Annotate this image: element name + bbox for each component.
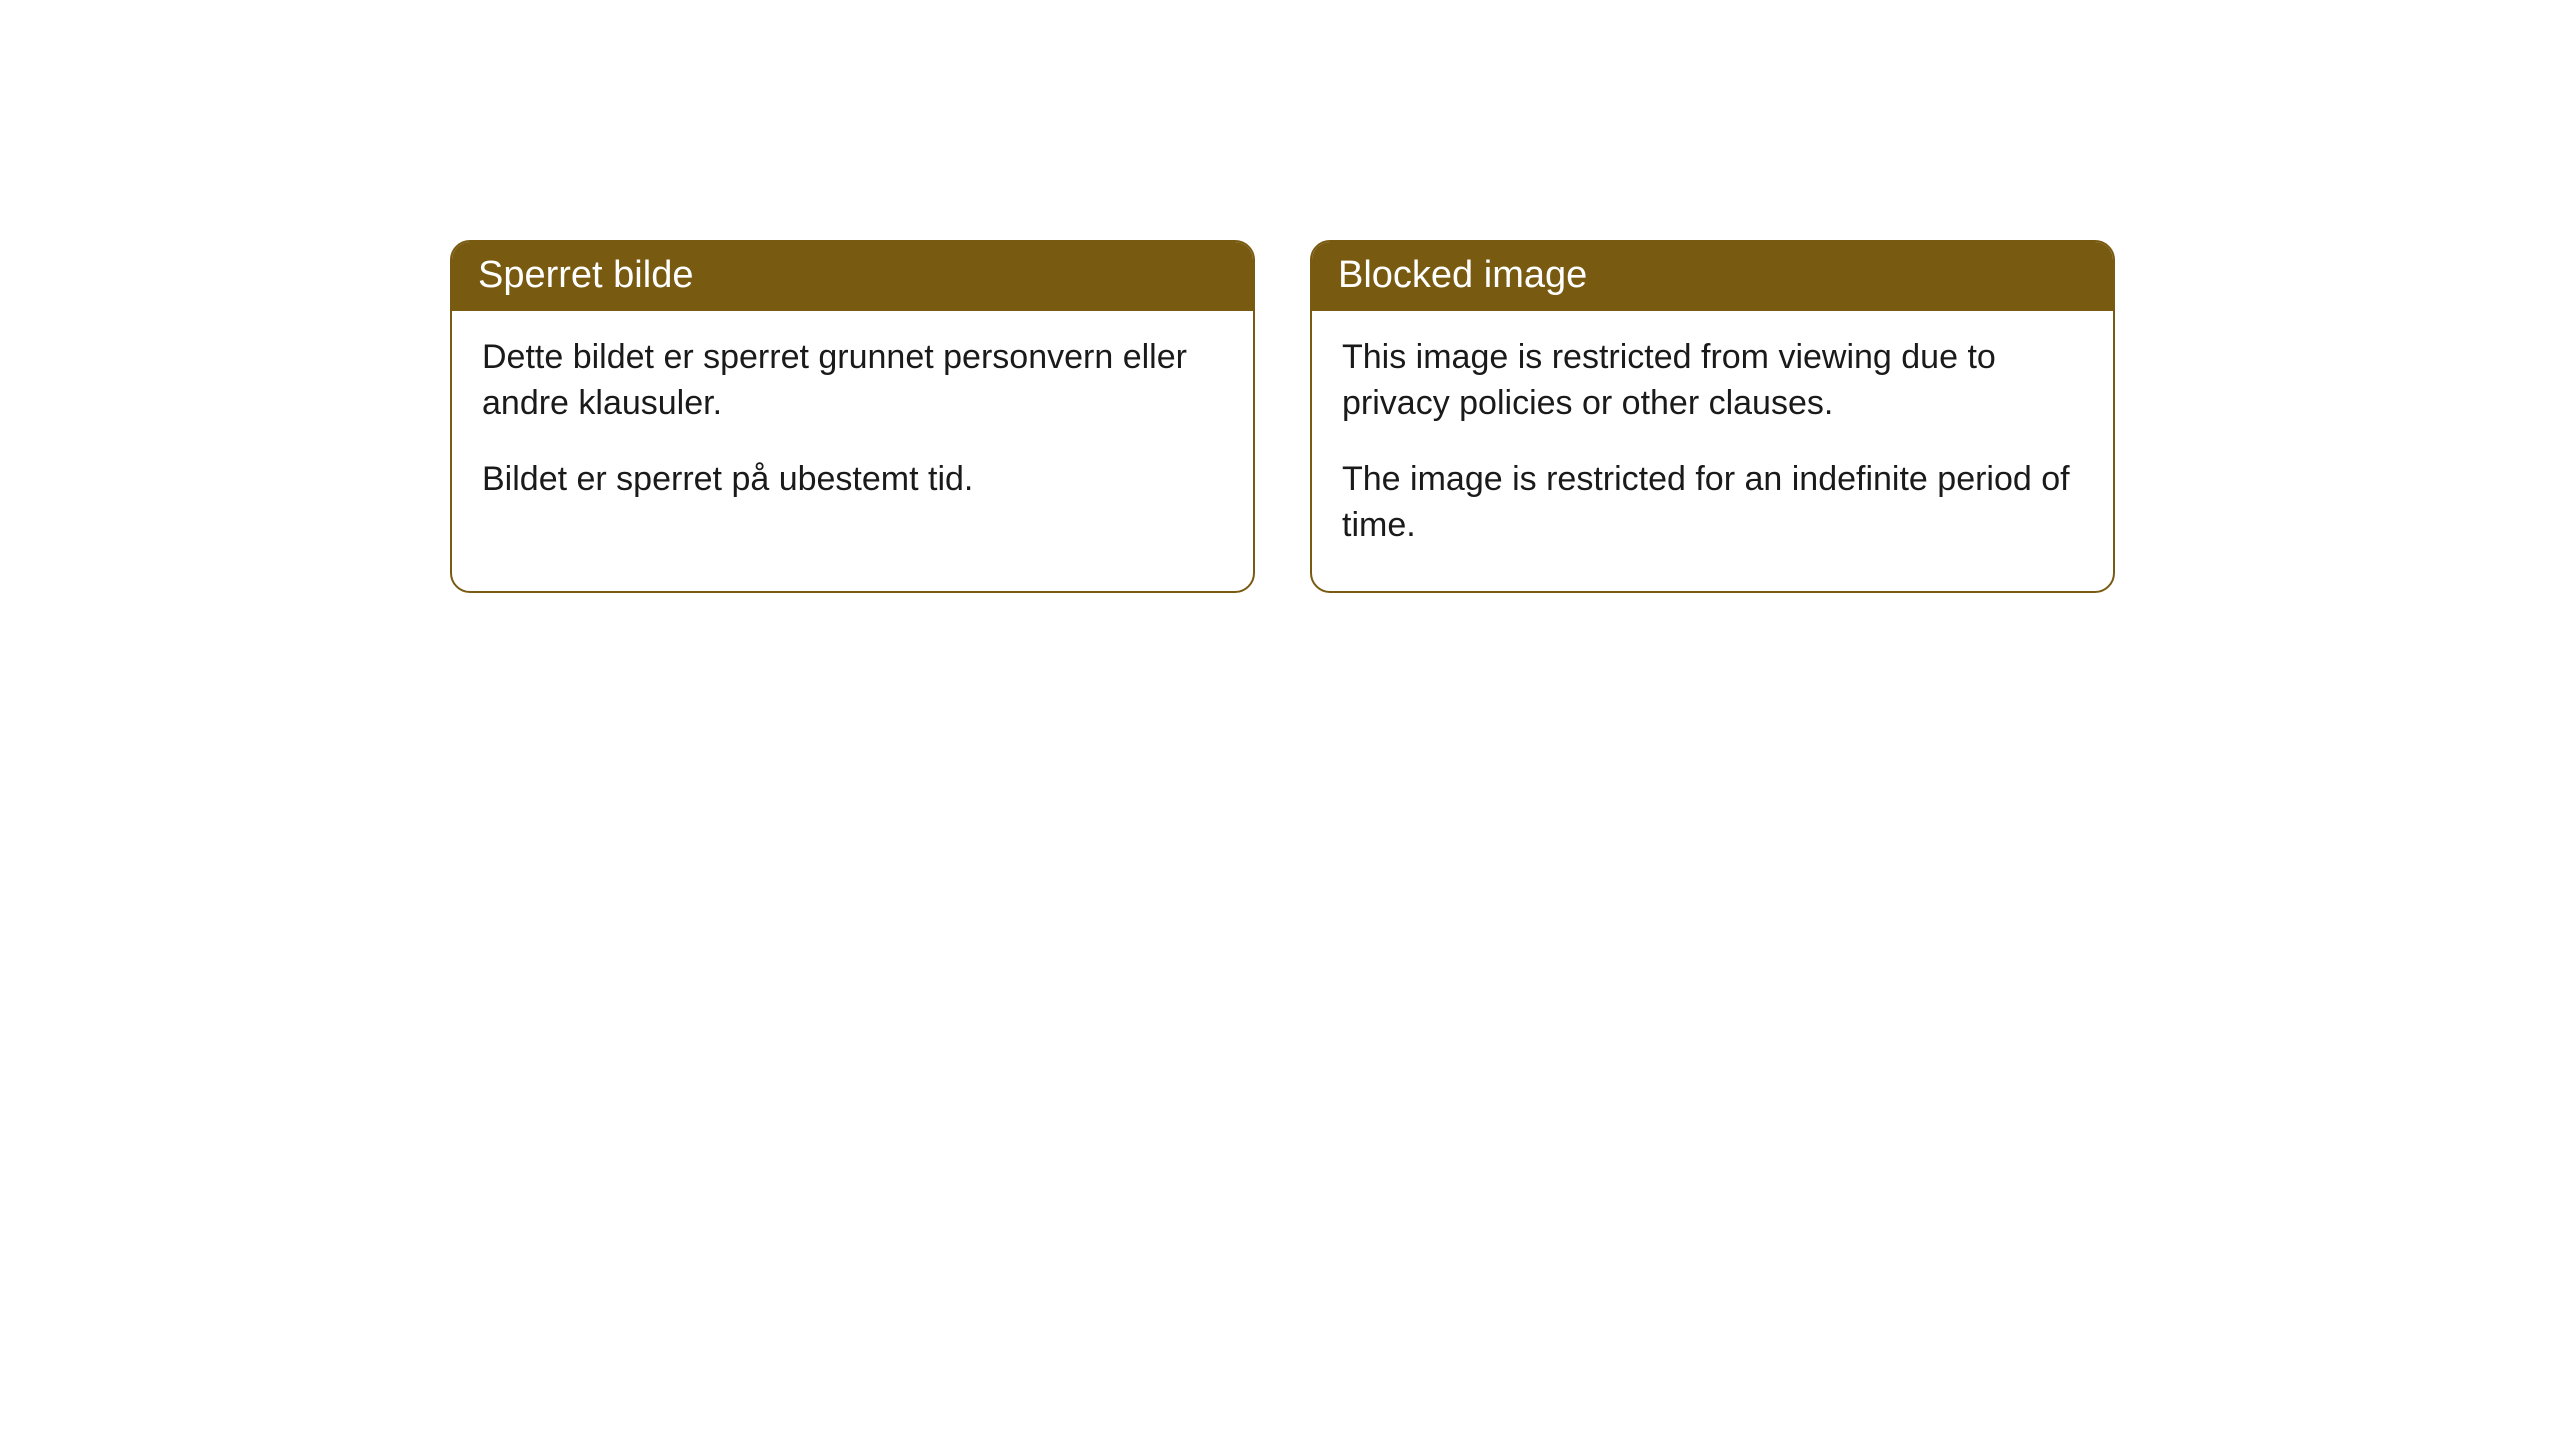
card-body: This image is restricted from viewing du… [1312, 311, 2113, 591]
card-paragraph: Dette bildet er sperret grunnet personve… [482, 335, 1223, 427]
blocked-image-card-english: Blocked image This image is restricted f… [1310, 240, 2115, 593]
card-body: Dette bildet er sperret grunnet personve… [452, 311, 1253, 545]
card-paragraph: Bildet er sperret på ubestemt tid. [482, 457, 1223, 503]
blocked-image-card-norwegian: Sperret bilde Dette bildet er sperret gr… [450, 240, 1255, 593]
card-paragraph: The image is restricted for an indefinit… [1342, 457, 2083, 549]
card-paragraph: This image is restricted from viewing du… [1342, 335, 2083, 427]
card-header: Sperret bilde [452, 242, 1253, 311]
notice-cards-container: Sperret bilde Dette bildet er sperret gr… [450, 240, 2115, 593]
card-header: Blocked image [1312, 242, 2113, 311]
